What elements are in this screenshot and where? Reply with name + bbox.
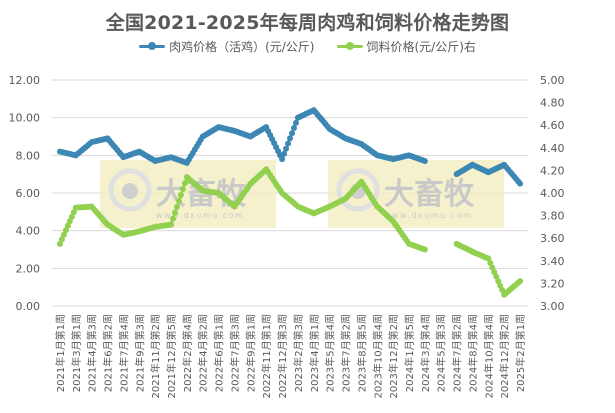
legend-line-marker-icon [139,42,166,50]
x-tick: 2023年7月第2周 [340,314,353,392]
x-tick: 2023年2月第3周 [292,314,305,392]
x-tick: 2024年10月第4周 [482,314,495,399]
svg-text:www.dxumu.com: www.dxumu.com [384,211,472,220]
y-tick-left: 8.00 [16,149,41,162]
y-tick-right: 5.00 [540,74,565,87]
legend-label: 饲料价格(元/公斤)右 [366,40,476,54]
x-tick: 2025年2月第1周 [514,314,527,392]
x-tick: 2021年1月第1周 [54,314,67,392]
y-tick-left: 12.00 [9,74,41,87]
series-broiler-price [56,107,524,187]
svg-text:大畜牧: 大畜牧 [384,177,475,212]
x-tick: 2022年9月第1周 [244,314,257,392]
legend-item-broiler[interactable]: 肉鸡价格（活鸡）(元/公斤) [139,38,315,55]
x-tick: 2021年4月第3周 [86,314,99,392]
y-tick-right: 3.60 [540,232,565,245]
x-tick: 2024年8月第4周 [466,314,479,392]
x-tick: 2021年9月第3周 [133,314,146,392]
x-tick: 2023年8月第5周 [355,314,368,392]
x-tick: 2022年12月第3周 [276,314,289,399]
x-tick: 2021年7月第4周 [117,314,130,392]
y-tick-right: 4.80 [540,97,565,110]
x-tick: 2024年3月第4周 [419,314,432,392]
x-tick: 2021年12月第5周 [165,314,178,399]
legend-line-marker-icon [336,42,363,50]
series-feed-price [56,166,524,298]
x-tick: 2022年2月第4周 [181,314,194,392]
x-tick: 2024年1月第5周 [403,314,416,392]
y-tick-right: 3.40 [540,255,565,268]
x-tick: 2024年7月第2周 [451,314,464,392]
y-tick-right: 4.40 [540,142,565,155]
x-tick: 2023年4月第1周 [308,314,321,392]
x-tick: 2024年5月第3周 [435,314,448,392]
x-tick: 2021年11月第2周 [149,314,162,399]
y-tick-right: 4.00 [540,187,565,200]
x-tick: 2022年7月第3周 [228,314,241,392]
x-tick: 2021年6月第2周 [102,314,115,392]
chart-legend: 肉鸡价格（活鸡）(元/公斤) 饲料价格(元/公斤)右 [0,38,615,55]
legend-label: 肉鸡价格（活鸡）(元/公斤) [169,40,315,54]
y-tick-right: 3.80 [540,210,565,223]
x-tick: 2022年6月第1周 [213,314,226,392]
y-tick-left: 0.00 [16,300,41,313]
x-tick: 2023年5月第4周 [324,314,337,392]
x-tick: 2024年12月第2周 [498,314,511,399]
svg-text:www.dxumu.com: www.dxumu.com [156,211,244,220]
chart-title: 全国2021-2025年每周肉鸡和饲料价格走势图 [105,12,510,34]
y-tick-left: 4.00 [16,225,41,238]
x-tick: 2021年3月第1周 [70,314,83,392]
legend-item-feed[interactable]: 饲料价格(元/公斤)右 [336,38,476,55]
y-tick-left: 6.00 [16,187,41,200]
y-tick-left: 10.00 [9,112,41,125]
y-tick-right: 3.00 [540,300,565,313]
y-tick-right: 4.20 [540,164,565,177]
y-tick-right: 3.20 [540,277,565,290]
y-tick-left: 2.00 [16,262,41,275]
x-tick: 2022年4月第2周 [197,314,210,392]
x-tick: 2023年10月第4周 [371,314,384,399]
x-tick: 2023年12月第2周 [387,314,400,399]
y-tick-right: 4.60 [540,119,565,132]
x-tick: 2022年11月第1周 [260,314,273,399]
